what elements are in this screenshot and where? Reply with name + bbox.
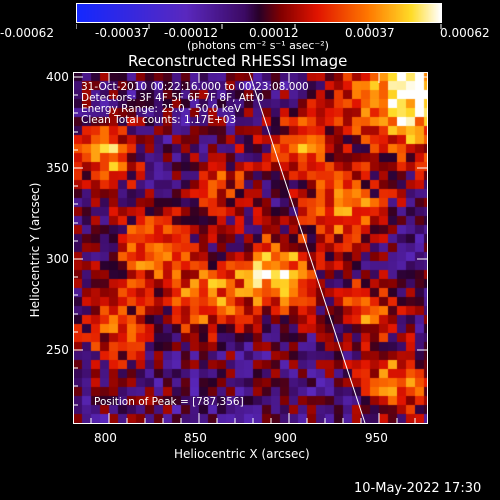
colorbar-tick-label: -0.00062 (0, 26, 54, 40)
plot-title: Reconstructed RHESSI Image (128, 52, 348, 70)
x-tick-label: 800 (94, 431, 117, 445)
colorbar-units: (photons cm⁻² s⁻¹ asec⁻²) (187, 39, 329, 52)
colorbar-tick-label: -0.00037 (95, 26, 149, 40)
heatmap-image (73, 72, 427, 424)
overlay-energy-range: Energy Range: 25.0 - 50.0 keV (81, 103, 242, 115)
colorbar-tick-label: 0.00062 (440, 26, 490, 40)
colorbar-tick-label: -0.00012 (164, 26, 218, 40)
y-axis-label: Heliocentric Y (arcsec) (28, 182, 42, 318)
colorbar (76, 3, 442, 23)
x-tick-label: 950 (365, 431, 388, 445)
y-tick-label: 350 (46, 161, 69, 175)
limb-line (248, 71, 366, 424)
y-tick-label: 300 (46, 252, 69, 266)
colorbar-tick-label: 0.00012 (249, 26, 299, 40)
footer-date: 10-May-2022 17:30 (354, 481, 482, 496)
overlay-peak-position: Position of Peak = [787,356] (94, 396, 244, 408)
x-tick-label: 900 (274, 431, 297, 445)
x-tick-label: 850 (184, 431, 207, 445)
overlay-clean-counts: Clean Total counts: 1.17E+03 (81, 114, 237, 126)
overlay-time-range: 31-Oct-2010 00:22:16.000 to 00:23:08.000 (81, 81, 309, 93)
colorbar-tick-label: 0.00037 (345, 26, 395, 40)
y-tick-label: 400 (46, 70, 69, 84)
overlay-detectors: Detectors: 3F 4F 5F 6F 7F 8F, Att 0 (81, 92, 265, 104)
y-tick-label: 250 (46, 343, 69, 357)
x-axis-label: Heliocentric X (arcsec) (174, 447, 310, 461)
